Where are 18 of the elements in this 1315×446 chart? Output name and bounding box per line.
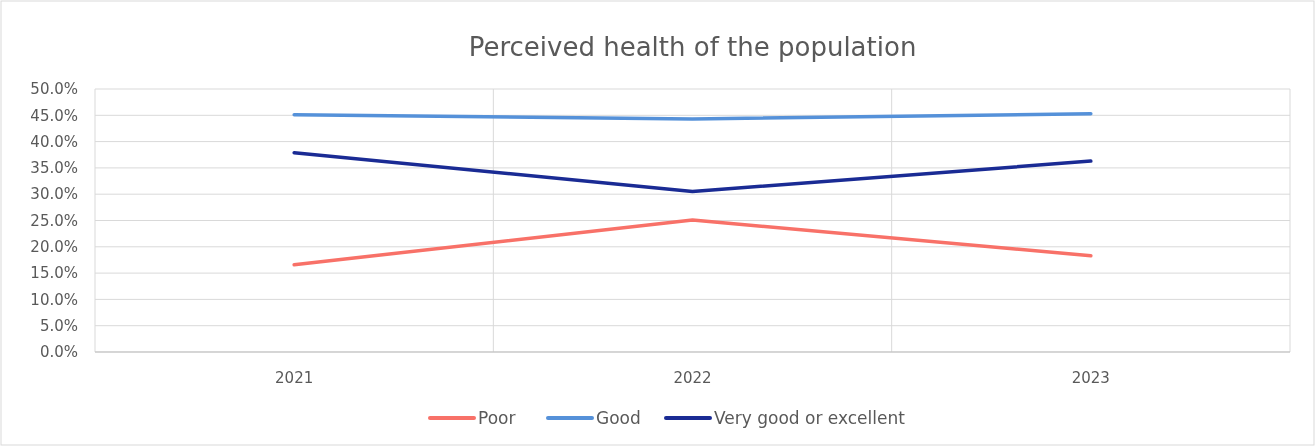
legend-label: Very good or excellent — [714, 407, 906, 428]
y-tick-label: 10.0% — [30, 290, 78, 309]
y-tick-label: 35.0% — [30, 159, 78, 178]
x-tick-label: 2023 — [1071, 369, 1110, 387]
legend-label: Poor — [478, 407, 516, 428]
y-tick-label: 45.0% — [30, 106, 78, 125]
y-tick-label: 40.0% — [30, 132, 78, 151]
legend-label: Good — [596, 407, 641, 428]
y-tick-label: 25.0% — [30, 211, 78, 230]
y-tick-label: 0.0% — [39, 343, 78, 362]
y-tick-label: 20.0% — [30, 238, 78, 257]
y-tick-label: 5.0% — [39, 316, 78, 335]
x-tick-label: 2021 — [275, 369, 314, 387]
chart-title: Perceived health of the population — [468, 32, 917, 62]
y-tick-label: 15.0% — [30, 264, 78, 283]
y-tick-label: 30.0% — [30, 185, 78, 204]
y-tick-label: 50.0% — [30, 80, 78, 99]
x-tick-label: 2022 — [673, 369, 712, 387]
